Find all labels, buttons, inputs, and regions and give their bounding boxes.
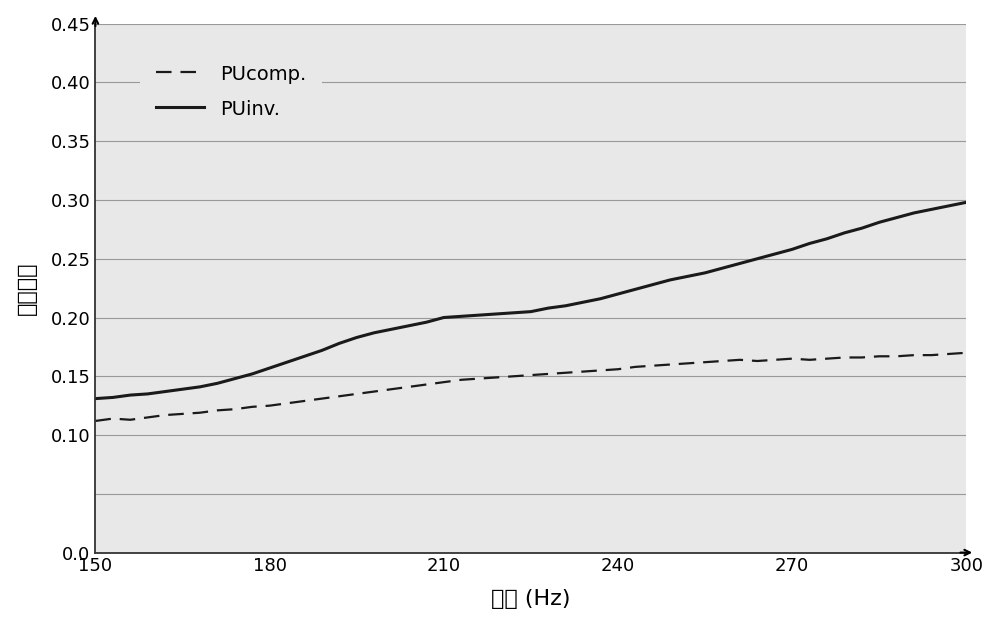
PUcomp. bbox=[368, 387, 380, 395]
PUinv. bbox=[89, 395, 101, 403]
PUcomp. bbox=[943, 350, 955, 357]
PUinv. bbox=[716, 264, 728, 272]
PUinv. bbox=[664, 276, 676, 284]
PUcomp. bbox=[89, 417, 101, 424]
PUinv. bbox=[351, 334, 363, 341]
PUinv. bbox=[368, 329, 380, 337]
PUcomp. bbox=[351, 390, 363, 398]
PUinv. bbox=[281, 359, 293, 366]
PUcomp. bbox=[716, 357, 728, 365]
PUinv. bbox=[960, 198, 972, 206]
PUcomp. bbox=[281, 399, 293, 407]
Legend: PUcomp., PUinv.: PUcomp., PUinv. bbox=[140, 49, 322, 135]
PUcomp. bbox=[960, 349, 972, 357]
X-axis label: 频率 (Hz): 频率 (Hz) bbox=[491, 589, 571, 609]
Line: PUinv.: PUinv. bbox=[95, 202, 966, 399]
PUinv. bbox=[943, 202, 955, 210]
Y-axis label: 吸声系数: 吸声系数 bbox=[17, 262, 37, 315]
Line: PUcomp.: PUcomp. bbox=[95, 353, 966, 421]
PUcomp. bbox=[664, 361, 676, 368]
